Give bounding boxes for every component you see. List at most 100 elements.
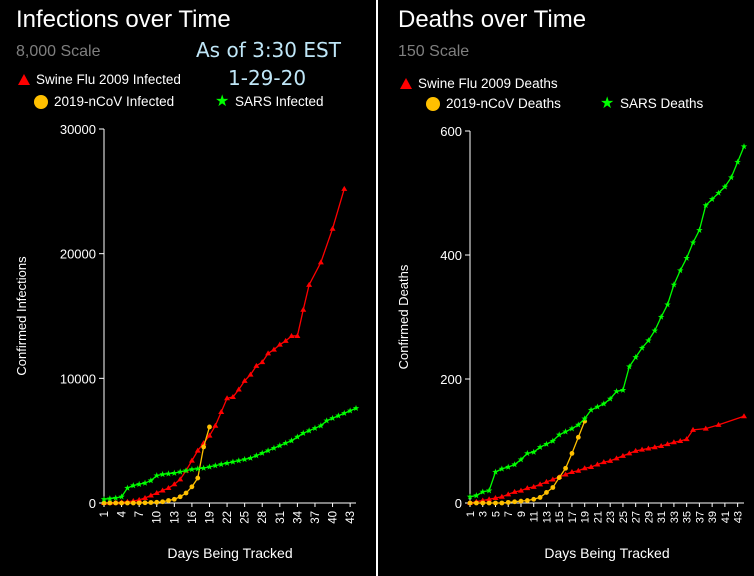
- x-tick-label: 29: [643, 511, 655, 523]
- data-point-star: [270, 444, 278, 451]
- data-point-triangle: [486, 496, 493, 502]
- infections-chart-title: Infections over Time: [16, 6, 231, 33]
- data-point-triangle: [341, 185, 348, 191]
- data-point-star: [241, 455, 248, 463]
- data-point-star: [479, 488, 486, 495]
- data-point-triangle: [498, 493, 505, 499]
- annotation-time: As of 3:30 EST: [196, 38, 341, 62]
- data-point-circle: [107, 500, 113, 506]
- data-point-triangle: [265, 350, 272, 356]
- star-marker-icon: ★: [600, 94, 615, 112]
- data-point-circle: [207, 424, 212, 430]
- data-point-star: [317, 422, 325, 429]
- data-point-circle: [512, 499, 518, 505]
- data-point-star: [549, 437, 557, 444]
- series-line: [103, 407, 357, 500]
- data-point-circle: [177, 494, 183, 500]
- legend-ncov-infected: 2019-nCoV Infected: [34, 94, 174, 109]
- x-tick-label: 43: [345, 511, 357, 524]
- data-point-star: [171, 469, 178, 476]
- data-point-triangle: [575, 467, 582, 473]
- x-tick-label: 31: [275, 511, 287, 524]
- data-point-star: [223, 459, 231, 466]
- y-axis-label: Confirmed Infections: [14, 256, 29, 376]
- data-point-triangle: [142, 495, 149, 501]
- data-point-circle: [575, 434, 581, 440]
- data-point-star: [555, 431, 563, 438]
- data-point-circle: [505, 499, 511, 505]
- data-point-triangle: [658, 442, 665, 448]
- data-point-triangle: [530, 483, 537, 489]
- data-point-circle: [148, 500, 154, 505]
- y-tick-label: 400: [440, 248, 462, 263]
- data-point-triangle: [288, 332, 295, 338]
- series-line: [469, 415, 745, 504]
- data-point-triangle: [594, 461, 601, 467]
- data-point-circle: [130, 500, 136, 506]
- legend-label: 2019-nCoV Deaths: [446, 96, 561, 111]
- x-tick-label: 19: [580, 511, 592, 523]
- legend-sars-deaths: ★ SARS Deaths: [600, 94, 704, 112]
- data-point-circle: [518, 498, 524, 504]
- data-point-star: [670, 281, 678, 288]
- legend-label: Swine Flu 2009 Deaths: [418, 76, 558, 91]
- data-point-triangle: [543, 478, 550, 484]
- x-tick-label: 11: [529, 511, 541, 522]
- data-point-circle: [550, 485, 556, 490]
- x-tick-label: 21: [592, 511, 604, 523]
- data-point-triangle: [270, 346, 277, 352]
- data-point-triangle: [229, 394, 236, 400]
- data-point-star: [505, 463, 512, 470]
- data-point-circle: [486, 500, 492, 506]
- data-point-triangle: [492, 495, 499, 501]
- data-point-star: [229, 458, 237, 465]
- data-point-triangle: [664, 441, 671, 447]
- legend-label: SARS Infected: [235, 94, 324, 109]
- panel-divider: [376, 0, 378, 576]
- x-tick-label: 1: [99, 511, 111, 517]
- x-tick-label: 39: [707, 511, 719, 523]
- data-point-circle: [531, 496, 537, 502]
- x-tick-label: 33: [669, 511, 681, 523]
- legend-label: 2019-nCoV Infected: [54, 94, 175, 109]
- data-point-circle: [499, 500, 505, 506]
- data-point-circle: [544, 490, 549, 495]
- data-point-star: [536, 443, 544, 450]
- data-point-star: [708, 195, 716, 202]
- data-point-triangle: [588, 464, 595, 470]
- data-point-star: [346, 407, 354, 414]
- data-point-triangle: [235, 386, 242, 392]
- y-tick-label: 0: [455, 496, 462, 511]
- data-point-circle: [125, 500, 130, 506]
- data-point-star: [188, 465, 196, 473]
- data-point-triangle: [741, 413, 747, 419]
- data-point-circle: [480, 500, 486, 506]
- data-point-star: [524, 450, 531, 457]
- legend-label: SARS Deaths: [620, 96, 704, 111]
- data-point-star: [294, 433, 301, 440]
- data-point-star: [153, 472, 160, 479]
- data-point-circle: [201, 444, 207, 450]
- data-point-star: [702, 202, 709, 209]
- data-point-star: [311, 424, 319, 431]
- data-point-star: [606, 395, 614, 402]
- data-point-triangle: [613, 455, 620, 461]
- data-point-triangle: [677, 438, 684, 443]
- data-point-star: [159, 470, 166, 478]
- data-point-triangle: [259, 359, 266, 365]
- data-point-star: [182, 467, 190, 474]
- data-point-circle: [101, 500, 107, 506]
- data-point-circle: [119, 500, 124, 506]
- data-point-star: [734, 158, 741, 165]
- data-point-triangle: [153, 490, 160, 496]
- x-tick-label: 7: [503, 511, 515, 517]
- data-point-triangle: [218, 408, 225, 414]
- x-tick-label: 13: [541, 511, 553, 523]
- data-point-star: [619, 386, 627, 393]
- data-point-triangle: [241, 377, 248, 383]
- data-point-star: [645, 337, 652, 344]
- data-point-triangle: [212, 422, 219, 428]
- data-point-triangle: [537, 481, 544, 487]
- data-point-star: [715, 189, 722, 196]
